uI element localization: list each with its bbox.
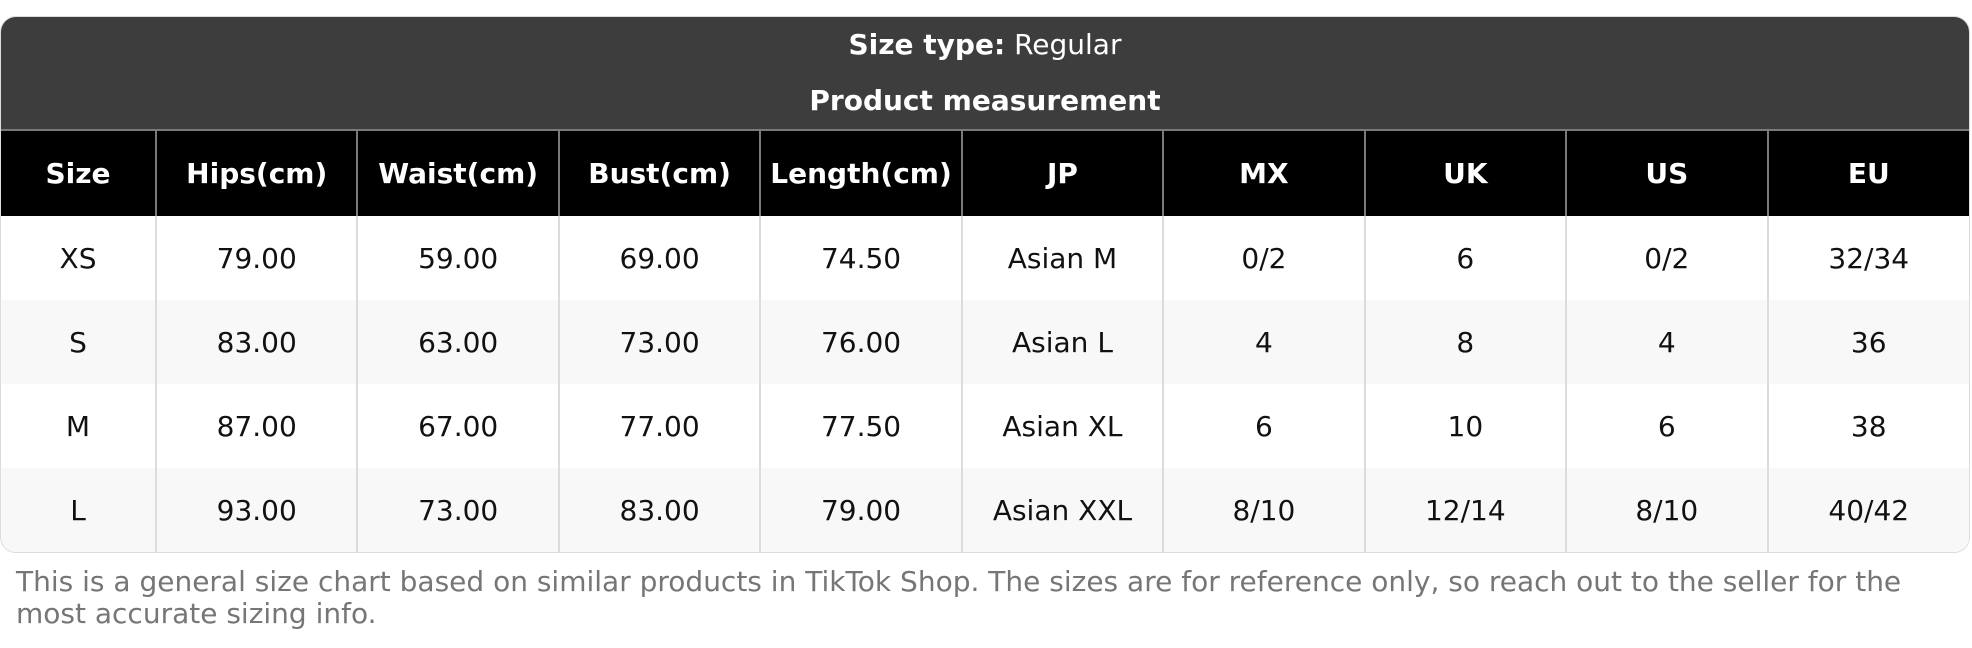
table-row: M 87.00 67.00 77.00 77.50 Asian XL 6 10 6 38 bbox=[1, 384, 1969, 468]
table-cell: 83.00 bbox=[154, 300, 358, 384]
table-row: S 83.00 63.00 73.00 76.00 Asian L 4 8 4 36 bbox=[1, 300, 1969, 384]
section-title: Product measurement bbox=[809, 84, 1161, 117]
table-cell: S bbox=[1, 300, 156, 384]
table-cell: 93.00 bbox=[154, 468, 358, 552]
table-cell: Asian XXL bbox=[960, 468, 1164, 552]
table-cell: 74.50 bbox=[759, 216, 962, 300]
column-header: Length(cm) bbox=[759, 129, 962, 216]
table-cell: XS bbox=[59, 241, 97, 275]
table-header-row: Size Hips(cm) Waist(cm) Bust(cm) Length(cm) J… bbox=[1, 129, 1969, 216]
size-type-label: Size type: bbox=[848, 28, 1006, 61]
size-type-value: Regular bbox=[1014, 28, 1122, 61]
table-cell: 40/42 bbox=[1766, 468, 1969, 552]
table-cell: 79.00 bbox=[154, 216, 358, 300]
table-cell: 10 bbox=[1363, 384, 1567, 468]
table-cell: 77.50 bbox=[759, 384, 962, 468]
table-cell: 73.00 bbox=[356, 468, 559, 552]
size-chart: Size type: Regular Product measurement S… bbox=[0, 16, 1970, 553]
column-header: Hips(cm) bbox=[154, 129, 358, 216]
table-cell: M bbox=[65, 409, 91, 443]
table-cell: Asian M bbox=[960, 216, 1164, 300]
table-cell: 8/10 bbox=[1565, 468, 1768, 552]
table-cell: 6 bbox=[1162, 384, 1365, 468]
table-cell: 6 bbox=[1565, 384, 1768, 468]
table-cell: 6 bbox=[1363, 216, 1567, 300]
column-header: Bust(cm) bbox=[557, 129, 761, 216]
table-cell: 4 bbox=[1162, 300, 1365, 384]
size-type: Size type: Regular bbox=[1, 17, 1969, 63]
table-cell: 38 bbox=[1766, 384, 1969, 468]
table-cell: L bbox=[1, 468, 156, 552]
table-cell: 0/2 bbox=[1565, 216, 1768, 300]
table-cell: 87.00 bbox=[154, 384, 358, 468]
column-header: Waist(cm) bbox=[356, 129, 559, 216]
table-cell: 8 bbox=[1363, 300, 1567, 384]
column-header: EU bbox=[1766, 129, 1969, 216]
table-cell: 69.00 bbox=[557, 216, 761, 300]
table-cell: 0/2 bbox=[1162, 216, 1365, 300]
table-cell: 67.00 bbox=[356, 384, 559, 468]
table-cell: 4 bbox=[1565, 300, 1768, 384]
column-header: Size bbox=[1, 129, 156, 216]
table-cell: 77.00 bbox=[557, 384, 761, 468]
size-chart-header: Size type: Regular Product measurement bbox=[1, 17, 1969, 129]
table-cell: 63.00 bbox=[356, 300, 559, 384]
table-cell: 76.00 bbox=[759, 300, 962, 384]
footnote: This is a general size chart based on si… bbox=[16, 565, 1902, 630]
table-cell: 36 bbox=[1766, 300, 1969, 384]
table-cell: Asian L bbox=[960, 300, 1164, 384]
table-cell: 83.00 bbox=[557, 468, 761, 552]
column-header: US bbox=[1565, 129, 1768, 216]
column-header: MX bbox=[1162, 129, 1365, 216]
size-table: Size Hips(cm) Waist(cm) Bust(cm) Length(cm) J… bbox=[1, 129, 1969, 552]
column-header: UK bbox=[1363, 129, 1567, 216]
table-cell: 32/34 bbox=[1766, 216, 1969, 300]
table-cell: 73.00 bbox=[557, 300, 761, 384]
table-cell: Asian XL bbox=[960, 384, 1164, 468]
table-row: XS 79.00 59.00 69.00 74.50 Asian M 0/2 6 0/2 32/3… bbox=[1, 216, 1969, 300]
column-header: JP bbox=[960, 129, 1164, 216]
table-cell: 79.00 bbox=[759, 468, 962, 552]
table-cell: 59.00 bbox=[356, 216, 559, 300]
table-cell: 8/10 bbox=[1162, 468, 1365, 552]
table-cell: 12/14 bbox=[1363, 468, 1567, 552]
table-row: L 93.00 73.00 83.00 79.00 Asian XXL 8/10 12/14 8… bbox=[1, 468, 1969, 552]
